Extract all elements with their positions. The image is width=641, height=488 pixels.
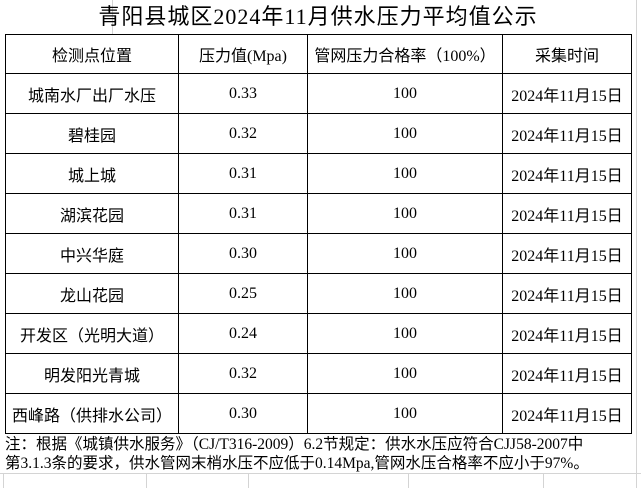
table-body: 城南水厂出厂水压 0.33 100 2024年11月15日 碧桂园 0.32 100 2024… <box>5 73 632 434</box>
cell-pressure-value: 0.24 <box>178 313 308 354</box>
cell-pressure-value: 0.32 <box>178 113 308 154</box>
cell-pressure-value: 0.25 <box>178 273 308 314</box>
table-header-row: 检测点位置 压力值(Mpa) 管网压力合格率（100%） 采集时间 <box>5 34 632 74</box>
table-row: 湖滨花园 0.31 100 2024年11月15日 <box>5 193 632 234</box>
pressure-table: 检测点位置 压力值(Mpa) 管网压力合格率（100%） 采集时间 城南水厂出厂… <box>5 34 632 434</box>
spreadsheet-gridline <box>636 0 637 488</box>
cell-pass-rate: 100 <box>307 233 503 274</box>
cell-pass-rate: 100 <box>307 113 503 154</box>
footnote-line-2: 第3.1.3条的要求，供水管网末梢水压不应低于0.14Mpa,管网水压合格率不应… <box>5 454 589 472</box>
table-row: 西峰路（供排水公司） 0.30 100 2024年11月15日 <box>5 393 632 434</box>
column-header-collection-time: 采集时间 <box>502 34 632 74</box>
cell-pressure-value: 0.31 <box>178 153 308 194</box>
spreadsheet-gridline <box>0 473 641 474</box>
cell-collection-date: 2024年11月15日 <box>502 73 632 114</box>
cell-collection-date: 2024年11月15日 <box>502 273 632 314</box>
table-row: 明发阳光青城 0.32 100 2024年11月15日 <box>5 353 632 394</box>
footnote: 注：根据《城镇供水服务》（CJ/T316-2009）6.2节规定：供水水压应符合… <box>5 436 639 473</box>
column-header-pressure-value: 压力值(Mpa) <box>178 34 308 74</box>
cell-location: 龙山花园 <box>5 273 179 314</box>
cell-pressure-value: 0.30 <box>178 393 308 434</box>
spreadsheet-gridline <box>146 473 147 488</box>
table-row: 龙山花园 0.25 100 2024年11月15日 <box>5 273 632 314</box>
cell-location: 碧桂园 <box>5 113 179 154</box>
cell-location: 湖滨花园 <box>5 193 179 234</box>
footnote-line-1: 注：根据《城镇供水服务》（CJ/T316-2009）6.2节规定：供水水压应符合… <box>5 436 584 453</box>
cell-location: 开发区（光明大道） <box>5 313 179 354</box>
cell-pass-rate: 100 <box>307 393 503 434</box>
cell-location: 城上城 <box>5 153 179 194</box>
cell-pressure-value: 0.31 <box>178 193 308 234</box>
column-header-location: 检测点位置 <box>5 34 179 74</box>
cell-pressure-value: 0.33 <box>178 73 308 114</box>
spreadsheet-gridline <box>248 473 249 488</box>
cell-location: 中兴华庭 <box>5 233 179 274</box>
spreadsheet-gridline <box>543 473 544 488</box>
cell-collection-date: 2024年11月15日 <box>502 113 632 154</box>
cell-collection-date: 2024年11月15日 <box>502 193 632 234</box>
spreadsheet-gridline <box>3 473 4 488</box>
table-row: 开发区（光明大道） 0.24 100 2024年11月15日 <box>5 313 632 354</box>
notice-title: 青阳县城区2024年11月供水压力平均值公示 <box>98 4 538 29</box>
column-header-pass-rate: 管网压力合格率（100%） <box>307 34 503 74</box>
cell-collection-date: 2024年11月15日 <box>502 353 632 394</box>
table-row: 城上城 0.31 100 2024年11月15日 <box>5 153 632 194</box>
cell-location: 西峰路（供排水公司） <box>5 393 179 434</box>
cell-location: 明发阳光青城 <box>5 353 179 394</box>
cell-location: 城南水厂出厂水压 <box>5 73 179 114</box>
cell-pass-rate: 100 <box>307 313 503 354</box>
cell-pass-rate: 100 <box>307 353 503 394</box>
cell-pressure-value: 0.32 <box>178 353 308 394</box>
table-row: 城南水厂出厂水压 0.33 100 2024年11月15日 <box>5 73 632 114</box>
table-row: 中兴华庭 0.30 100 2024年11月15日 <box>5 233 632 274</box>
cell-collection-date: 2024年11月15日 <box>502 153 632 194</box>
spreadsheet-gridline <box>408 473 409 488</box>
cell-pass-rate: 100 <box>307 153 503 194</box>
spreadsheet-gridline <box>112 0 113 34</box>
cell-collection-date: 2024年11月15日 <box>502 233 632 274</box>
cell-pass-rate: 100 <box>307 193 503 234</box>
cell-pass-rate: 100 <box>307 273 503 314</box>
table-row: 碧桂园 0.32 100 2024年11月15日 <box>5 113 632 154</box>
cell-pressure-value: 0.30 <box>178 233 308 274</box>
cell-collection-date: 2024年11月15日 <box>502 313 632 354</box>
cell-collection-date: 2024年11月15日 <box>502 393 632 434</box>
cell-pass-rate: 100 <box>307 73 503 114</box>
